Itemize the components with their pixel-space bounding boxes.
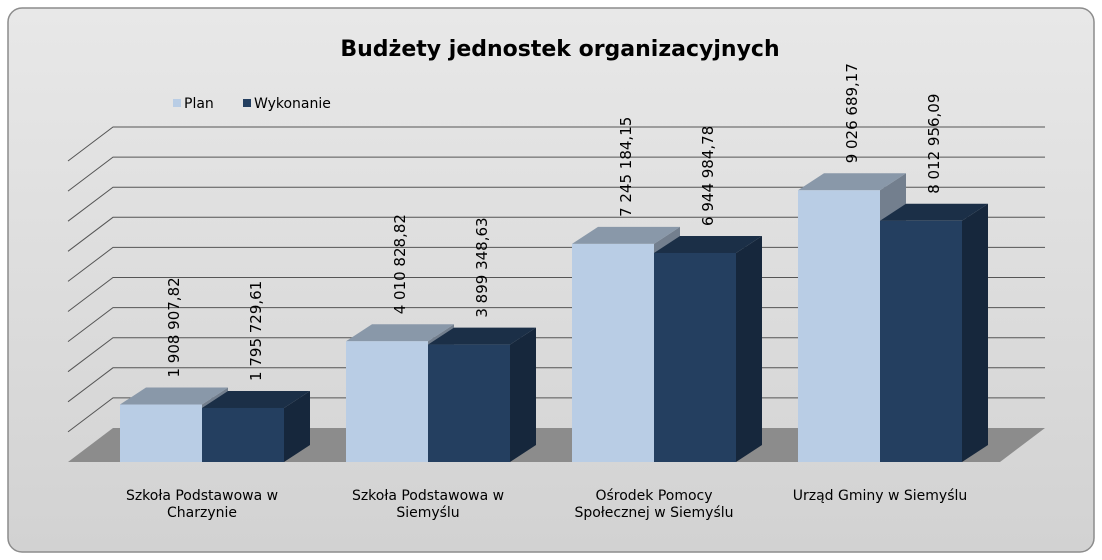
x-tick-label: Szkoła Podstawowa w Charzynie (125, 488, 279, 521)
x-tick-label: Szkoła Podstawowa w Siemyślu (351, 488, 505, 521)
bar (428, 344, 510, 462)
value-label: 3 899 348,63 (473, 217, 491, 317)
bar (798, 190, 880, 462)
bar-top (120, 387, 228, 405)
bar-top (798, 173, 906, 191)
bar-top (880, 203, 988, 221)
bar-side (736, 235, 762, 462)
bar-top (428, 327, 536, 345)
bar-top (572, 226, 680, 244)
bar (346, 341, 428, 462)
bar (202, 407, 284, 462)
value-label: 6 944 984,78 (699, 126, 717, 226)
grid-line (67, 156, 1045, 192)
value-label: 7 245 184,15 (617, 117, 635, 217)
bar-side (284, 390, 310, 462)
bar-side (510, 327, 536, 462)
legend-label: Plan (184, 96, 214, 112)
bar-top (654, 235, 762, 253)
value-label: 1 908 907,82 (165, 277, 183, 377)
x-tick-label: Ośrodek Pomocy Społecznej w Siemyślu (574, 488, 734, 521)
legend-swatch (243, 99, 251, 107)
chart-title: Budżety jednostek organizacyjnych (340, 37, 779, 62)
bar (120, 404, 202, 462)
grid-line (67, 216, 1045, 252)
bar-side (962, 203, 988, 462)
bar (654, 252, 736, 462)
value-label: 9 026 689,17 (843, 63, 861, 163)
value-label: 8 012 956,09 (925, 94, 943, 194)
bar (572, 243, 654, 462)
bar-top (202, 390, 310, 408)
bar-top (346, 324, 454, 342)
grid-line (67, 186, 1045, 222)
value-label: 1 795 729,61 (247, 281, 265, 381)
x-tick-label: Urząd Gminy w Siemyślu (792, 488, 968, 504)
legend-label: Wykonanie (254, 96, 331, 112)
bar (880, 220, 962, 462)
grid-line (67, 126, 1045, 162)
value-label: 4 010 828,82 (391, 214, 409, 314)
legend-swatch (173, 99, 181, 107)
